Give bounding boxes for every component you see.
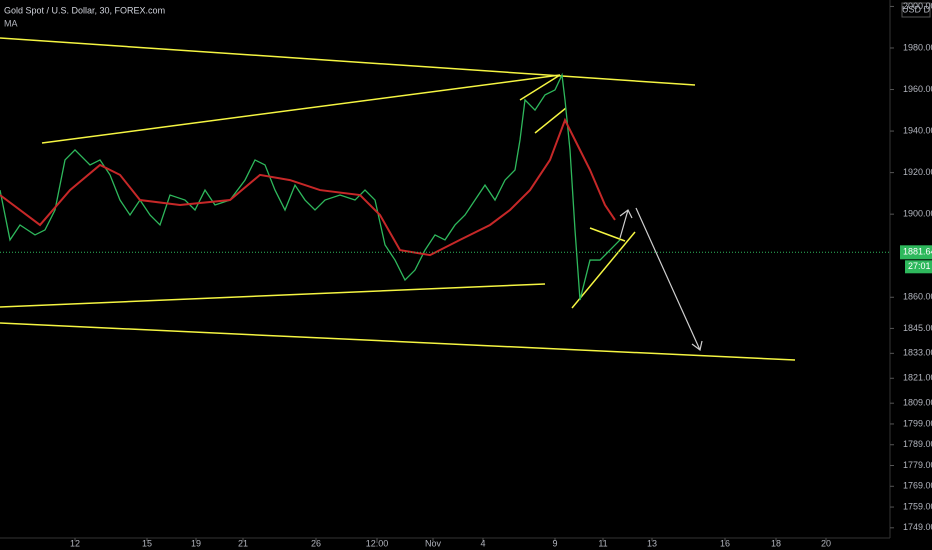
y-tick-label: 1789.00 [903,439,932,449]
x-tick-label: 20 [821,538,831,548]
y-tick-label: 1779.00 [903,460,932,470]
x-tick-label: 18 [771,538,781,548]
currency-box[interactable] [901,2,931,18]
x-tick-label: 21 [238,538,248,548]
y-tick-label: 1809.00 [903,398,932,408]
y-tick-label: 2000.00 [903,1,932,11]
x-tick-label: 4 [480,538,485,548]
y-tick-label: 1799.00 [903,418,932,428]
y-tick-label: 1960.00 [903,84,932,94]
y-tick-label: 1845.00 [903,323,932,333]
y-tick-label: 1833.00 [903,348,932,358]
x-tick-label: 13 [647,538,657,548]
y-tick-label: 1769.00 [903,481,932,491]
x-tick-label: 12:00 [366,538,389,548]
trendline [519,74,561,101]
countdown-box [905,260,932,274]
y-tick-label: 1860.00 [903,292,932,302]
arrow-head [619,209,633,219]
y-tick-label: 1749.00 [903,522,932,532]
x-tick-label: 9 [552,538,557,548]
y-tick-label: 1920.00 [903,167,932,177]
countdown: 27:01 [908,261,931,271]
trendline [0,37,696,86]
x-tick-label: 11 [598,538,607,548]
y-tick-label: 1940.00 [903,125,932,135]
currency[interactable]: USD D [902,4,931,14]
y-tick-label: 1900.00 [903,209,932,219]
price-label: 1881.64 [903,247,932,257]
trendline [534,107,567,134]
price-label-box [900,245,932,260]
x-tick-label: 15 [142,538,152,548]
moving-average [0,117,616,257]
x-tick-label: 16 [720,538,730,548]
trendline [571,231,636,309]
price-line [0,72,621,301]
x-tick-label: Nov [425,538,442,548]
trendline [41,74,561,144]
arrows [619,207,703,352]
x-tick-label: 12 [70,538,80,548]
arrow [635,207,701,351]
y-tick-label: 1821.00 [903,373,932,383]
trendline [0,283,546,308]
y-tick-label: 1759.00 [903,501,932,511]
drawings [0,37,796,361]
x-tick-label: 26 [311,538,321,548]
arrow [619,209,629,239]
chart-title: Gold Spot / U.S. Dollar, 30, FOREX.com [4,5,165,15]
trendline [589,227,626,242]
trendline [0,322,796,361]
arrow-head [691,340,703,352]
legend-entry: MA [4,18,18,28]
y-tick-label: 1980.00 [903,42,932,52]
x-tick-label: 19 [191,538,201,548]
